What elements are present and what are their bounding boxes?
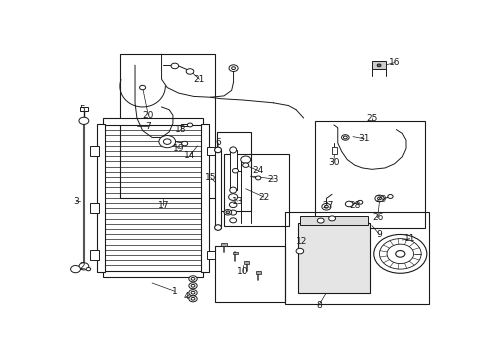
Bar <box>90 146 99 156</box>
Bar <box>216 132 250 211</box>
Text: 2: 2 <box>79 262 84 271</box>
Text: 19: 19 <box>172 144 184 153</box>
Bar <box>244 261 249 264</box>
Circle shape <box>374 195 383 202</box>
Circle shape <box>187 123 192 127</box>
Text: 10: 10 <box>237 267 248 276</box>
Text: 22: 22 <box>258 193 269 202</box>
Circle shape <box>188 276 197 282</box>
Text: 21: 21 <box>193 75 205 84</box>
Text: 29: 29 <box>375 195 386 204</box>
Bar <box>331 147 336 154</box>
Bar <box>180 123 189 126</box>
Bar <box>214 246 284 302</box>
Text: 7: 7 <box>145 122 151 131</box>
Bar <box>90 250 99 260</box>
Circle shape <box>321 203 330 210</box>
Text: 25: 25 <box>366 113 377 122</box>
Bar <box>314 121 424 228</box>
Circle shape <box>240 156 250 163</box>
Text: 30: 30 <box>327 158 339 167</box>
Circle shape <box>139 85 145 90</box>
Circle shape <box>232 168 238 173</box>
Text: 17: 17 <box>157 201 169 210</box>
Text: 13: 13 <box>231 197 243 206</box>
Circle shape <box>295 248 303 254</box>
Text: 6: 6 <box>215 139 221 148</box>
Text: 20: 20 <box>142 111 154 120</box>
Bar <box>120 54 214 198</box>
Text: 23: 23 <box>267 175 279 184</box>
Circle shape <box>255 176 260 180</box>
Circle shape <box>79 117 89 125</box>
Text: 15: 15 <box>204 173 216 182</box>
Circle shape <box>186 69 193 74</box>
Text: 26: 26 <box>371 213 383 222</box>
Circle shape <box>229 210 236 215</box>
Circle shape <box>171 63 178 69</box>
Bar <box>299 216 367 225</box>
Circle shape <box>387 194 392 198</box>
Circle shape <box>328 216 335 221</box>
Text: 3: 3 <box>73 197 79 206</box>
Bar <box>224 154 288 226</box>
Bar <box>207 251 215 260</box>
Circle shape <box>228 65 238 72</box>
Ellipse shape <box>214 147 221 153</box>
Circle shape <box>376 64 380 67</box>
Text: 14: 14 <box>184 151 195 160</box>
Text: 1: 1 <box>172 287 177 296</box>
Circle shape <box>229 218 236 223</box>
Bar <box>229 150 236 190</box>
Circle shape <box>242 163 248 167</box>
Bar <box>102 118 203 125</box>
Bar <box>90 203 99 213</box>
Circle shape <box>317 218 324 223</box>
Circle shape <box>181 141 187 146</box>
Circle shape <box>86 267 90 271</box>
Text: 9: 9 <box>376 230 382 239</box>
Bar <box>102 270 203 278</box>
Ellipse shape <box>214 225 221 230</box>
Bar <box>207 147 215 156</box>
Circle shape <box>357 201 362 204</box>
Text: 18: 18 <box>174 125 186 134</box>
Text: 4: 4 <box>183 292 189 301</box>
Ellipse shape <box>229 187 236 193</box>
Bar <box>255 271 260 274</box>
Text: 27: 27 <box>322 201 333 210</box>
Bar <box>200 123 208 272</box>
Circle shape <box>341 135 348 140</box>
Bar <box>80 107 87 111</box>
Circle shape <box>159 135 175 148</box>
Circle shape <box>163 139 171 144</box>
Bar <box>214 150 221 228</box>
Text: 11: 11 <box>403 234 415 243</box>
Bar <box>97 123 105 272</box>
Circle shape <box>188 283 197 289</box>
Circle shape <box>70 266 81 273</box>
Text: 8: 8 <box>315 301 321 310</box>
Text: 28: 28 <box>348 201 360 210</box>
Text: 24: 24 <box>252 166 264 175</box>
Circle shape <box>188 296 197 302</box>
Circle shape <box>79 263 89 270</box>
Bar <box>297 223 369 293</box>
Bar <box>284 212 428 304</box>
Circle shape <box>229 202 237 208</box>
Bar <box>232 252 238 255</box>
Text: 31: 31 <box>358 134 369 143</box>
Circle shape <box>228 194 237 201</box>
Ellipse shape <box>229 147 236 153</box>
Circle shape <box>345 201 352 207</box>
Text: 16: 16 <box>388 58 400 67</box>
Text: 5: 5 <box>79 105 85 114</box>
Circle shape <box>225 211 229 214</box>
Bar <box>221 243 226 246</box>
Circle shape <box>188 290 197 296</box>
Text: 12: 12 <box>295 237 307 246</box>
Bar <box>371 61 386 69</box>
Circle shape <box>224 210 231 215</box>
